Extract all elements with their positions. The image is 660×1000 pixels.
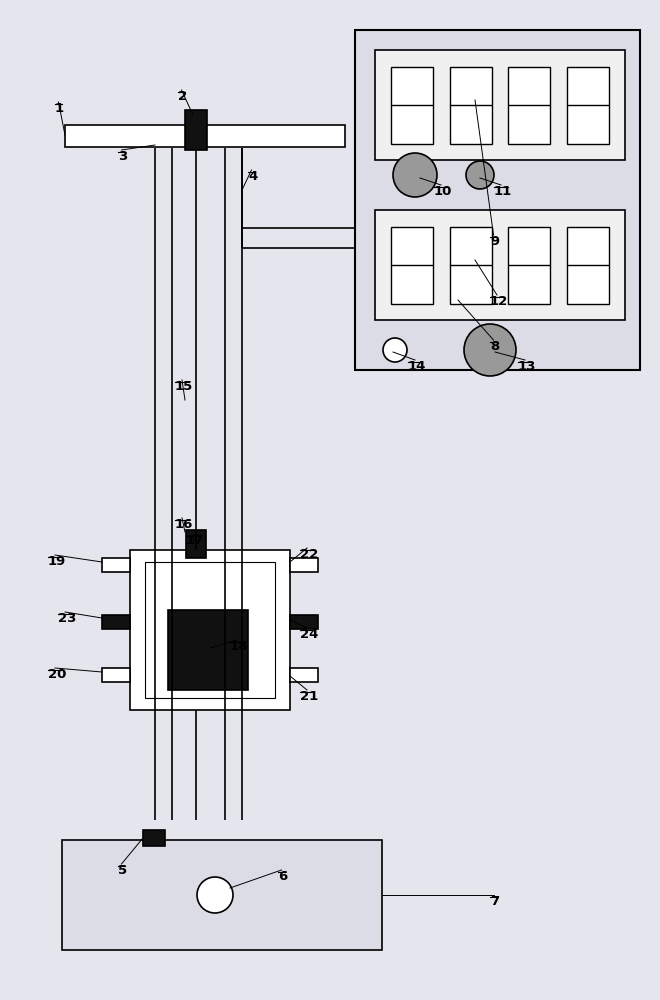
Text: 9: 9 [490,235,499,248]
Circle shape [197,877,233,913]
Bar [391,227,434,304]
Circle shape [393,153,437,197]
Bar [567,66,609,143]
Text: 23: 23 [58,612,77,625]
Bar [62,840,382,950]
Text: 4: 4 [248,170,257,183]
Text: 6: 6 [278,870,287,883]
Bar [508,66,550,143]
Bar [290,615,318,629]
Text: 10: 10 [434,185,452,198]
Text: 14: 14 [408,360,426,373]
Bar [145,562,275,698]
Text: 11: 11 [494,185,512,198]
Text: 18: 18 [230,640,248,653]
Text: 5: 5 [118,864,127,877]
Text: 8: 8 [490,340,499,353]
Bar [143,830,165,846]
Bar [102,615,130,629]
Bar [65,125,345,147]
Bar [290,668,318,682]
Text: 1: 1 [55,102,64,115]
Text: 21: 21 [300,690,318,703]
Text: 20: 20 [48,668,67,681]
Text: 22: 22 [300,548,318,561]
Text: 2: 2 [178,90,187,103]
Bar [290,558,318,572]
Circle shape [383,338,407,362]
Bar [567,227,609,304]
Bar [355,30,640,370]
Bar [449,66,492,143]
Text: 15: 15 [175,380,193,393]
Text: 16: 16 [175,518,193,531]
Text: 7: 7 [490,895,499,908]
Bar [102,558,130,572]
Text: 12: 12 [490,295,508,308]
Circle shape [466,161,494,189]
Text: 19: 19 [48,555,66,568]
Bar [375,210,625,320]
Bar [185,110,207,150]
Bar [375,50,625,160]
Text: 3: 3 [118,150,127,163]
Circle shape [464,324,516,376]
Bar [102,668,130,682]
Bar [391,66,434,143]
Bar [168,610,248,690]
Bar [130,550,290,710]
Text: 24: 24 [300,628,318,641]
Bar [508,227,550,304]
Text: 13: 13 [518,360,537,373]
Text: 17: 17 [186,534,204,547]
Bar [449,227,492,304]
Bar [186,530,206,558]
